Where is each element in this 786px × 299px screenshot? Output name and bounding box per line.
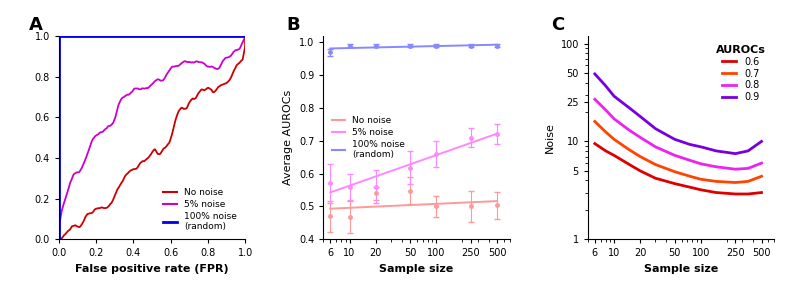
0.7	[685, 175, 695, 178]
0.8	[651, 145, 660, 149]
0.7	[731, 181, 740, 184]
0.8	[696, 162, 706, 166]
0.8	[609, 117, 619, 121]
0.9	[601, 84, 611, 88]
Text: A: A	[29, 16, 43, 33]
0.9	[636, 115, 645, 118]
0.8	[744, 167, 753, 170]
0.8	[601, 108, 611, 112]
0.7	[711, 180, 721, 183]
0.7	[670, 170, 679, 173]
Line: 0.9: 0.9	[595, 74, 762, 154]
0.6	[685, 185, 695, 189]
0.7	[636, 155, 645, 158]
0.9	[757, 140, 766, 143]
0.7	[609, 138, 619, 141]
0.6	[757, 191, 766, 194]
Text: B: B	[286, 16, 299, 33]
0.6	[636, 169, 645, 173]
0.9	[609, 94, 619, 98]
0.7	[696, 178, 706, 181]
X-axis label: Sample size: Sample size	[644, 264, 718, 274]
0.8	[685, 158, 695, 162]
0.7	[757, 175, 766, 178]
0.9	[685, 143, 695, 146]
Legend: No noise, 5% noise, 100% noise
(random): No noise, 5% noise, 100% noise (random)	[328, 112, 409, 163]
0.6	[696, 188, 706, 192]
0.7	[601, 130, 611, 134]
0.8	[711, 165, 721, 169]
0.9	[651, 127, 660, 130]
0.8	[731, 167, 740, 171]
0.6	[625, 163, 634, 166]
0.9	[696, 145, 706, 149]
0.9	[711, 149, 721, 153]
0.6	[590, 142, 600, 145]
0.9	[625, 106, 634, 110]
0.6	[609, 154, 619, 157]
0.9	[590, 72, 600, 76]
X-axis label: False positive rate (FPR): False positive rate (FPR)	[75, 264, 229, 274]
0.6	[670, 182, 679, 185]
0.6	[651, 176, 660, 180]
Line: 0.6: 0.6	[595, 144, 762, 194]
Line: 0.8: 0.8	[595, 99, 762, 169]
0.8	[670, 154, 679, 157]
0.7	[744, 180, 753, 183]
0.6	[744, 192, 753, 196]
0.8	[757, 161, 766, 165]
0.7	[590, 120, 600, 123]
0.6	[731, 192, 740, 196]
Text: C: C	[551, 16, 564, 33]
0.9	[670, 138, 679, 141]
0.6	[711, 191, 721, 194]
0.6	[601, 149, 611, 153]
X-axis label: Sample size: Sample size	[380, 264, 454, 274]
0.8	[625, 129, 634, 132]
Legend: 0.6, 0.7, 0.8, 0.9: 0.6, 0.7, 0.8, 0.9	[711, 41, 769, 106]
Line: 0.7: 0.7	[595, 121, 762, 182]
0.9	[731, 152, 740, 155]
0.7	[651, 163, 660, 166]
Legend: No noise, 5% noise, 100% noise
(random): No noise, 5% noise, 100% noise (random)	[160, 185, 241, 235]
0.8	[636, 135, 645, 139]
0.7	[625, 148, 634, 152]
Y-axis label: Noise: Noise	[545, 122, 555, 153]
Y-axis label: Average AUROCs: Average AUROCs	[284, 90, 293, 185]
0.8	[590, 97, 600, 101]
0.9	[744, 149, 753, 153]
